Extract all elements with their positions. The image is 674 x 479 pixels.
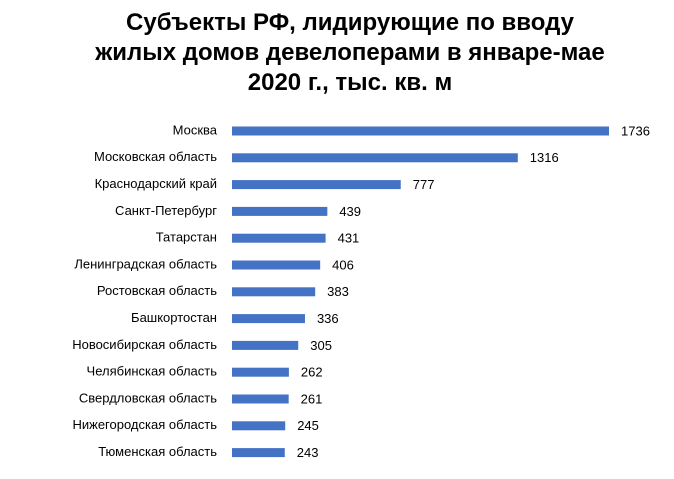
category-label: Москва <box>173 122 218 137</box>
bar <box>232 394 289 404</box>
bar <box>232 126 609 136</box>
category-label: Тюменская область <box>98 444 217 459</box>
category-label: Краснодарский край <box>95 176 217 191</box>
category-label: Татарстан <box>156 230 217 245</box>
category-label: Нижегородская область <box>72 417 217 432</box>
value-label: 1736 <box>621 123 650 138</box>
value-label: 262 <box>301 365 323 380</box>
bar <box>232 180 401 190</box>
category-label: Челябинская область <box>87 364 218 379</box>
category-label: Башкортостан <box>131 310 217 325</box>
bar <box>232 421 286 431</box>
bar <box>232 206 328 216</box>
value-label: 431 <box>338 231 360 246</box>
value-label: 245 <box>297 418 319 433</box>
category-label: Свердловская область <box>79 390 217 405</box>
value-label: 305 <box>310 338 332 353</box>
value-label: 383 <box>327 284 349 299</box>
category-label: Московская область <box>94 149 217 164</box>
bar <box>232 233 326 243</box>
category-label: Ленинградская область <box>74 256 217 271</box>
bar <box>232 153 518 163</box>
bar <box>232 314 305 324</box>
category-label: Ростовская область <box>97 283 217 298</box>
category-label: Санкт-Петербург <box>115 203 217 218</box>
category-label: Новосибирская область <box>72 337 217 352</box>
value-label: 439 <box>339 204 361 219</box>
bar <box>232 448 285 458</box>
bar <box>232 340 299 350</box>
value-label: 336 <box>317 311 339 326</box>
value-label: 261 <box>301 391 323 406</box>
bar <box>232 260 321 270</box>
value-label: 243 <box>297 445 319 460</box>
value-label: 406 <box>332 257 354 272</box>
bar <box>232 287 316 297</box>
value-label: 1316 <box>530 150 559 165</box>
value-label: 777 <box>413 177 435 192</box>
bar <box>232 367 289 377</box>
chart-title: Субъекты РФ, лидирующие по вводу жилых д… <box>95 9 605 96</box>
